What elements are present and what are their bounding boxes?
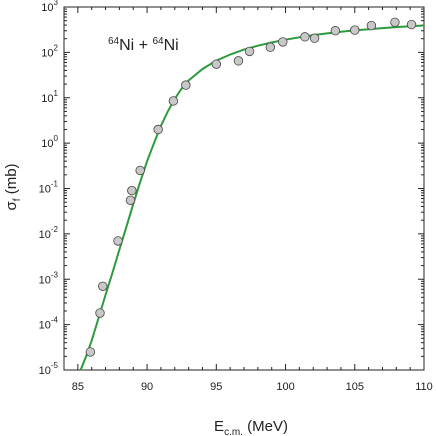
y-axis-title: σf (mb) xyxy=(3,163,23,210)
y-tick-label: 10-3 xyxy=(39,270,59,286)
fit-curve-group xyxy=(79,24,425,371)
data-point xyxy=(278,37,288,47)
data-point xyxy=(113,236,123,246)
y-title-sub: f xyxy=(12,198,23,201)
data-point xyxy=(406,19,417,30)
data-point xyxy=(233,56,244,66)
data-point xyxy=(244,46,255,57)
y-tick-label: 100 xyxy=(41,134,58,150)
y-tick-label: 10-4 xyxy=(39,316,59,332)
annotation-sup-2: 64 xyxy=(152,36,164,47)
x-axis-title: Ec.m. (MeV) xyxy=(214,418,288,436)
data-point xyxy=(127,185,137,196)
x-tick-label: 95 xyxy=(210,381,222,393)
data-point xyxy=(153,124,163,135)
data-point xyxy=(98,281,108,291)
data-point xyxy=(309,33,320,43)
annotation-sup-1: 64 xyxy=(108,36,120,47)
y-tick-label: 10-5 xyxy=(39,361,59,377)
data-point xyxy=(125,195,136,205)
data-point xyxy=(135,165,145,176)
plot-frame xyxy=(63,6,425,371)
x-axis: 85 90 95 100 105 110 xyxy=(63,7,433,393)
reaction-annotation: 64Ni + 64Ni xyxy=(108,36,179,54)
y-tick-label: 10-1 xyxy=(39,180,59,196)
data-point xyxy=(168,96,179,106)
data-point xyxy=(350,25,360,35)
x-tick-label: 110 xyxy=(415,381,433,393)
data-point xyxy=(330,26,341,36)
data-point xyxy=(95,308,105,318)
x-title-main: E xyxy=(214,418,224,435)
data-point xyxy=(211,59,222,69)
annotation-base-2: Ni xyxy=(164,37,179,54)
y-tick-label: 101 xyxy=(41,89,58,105)
data-point xyxy=(265,42,276,52)
x-tick-label: 105 xyxy=(346,381,364,393)
y-title-rest: (mb) xyxy=(3,163,20,198)
data-points xyxy=(85,17,417,357)
x-tick-label: 85 xyxy=(72,381,84,393)
x-title-sub: c.m. xyxy=(224,427,243,436)
plot-area: 85 90 95 100 105 110 10-510-410-310-210-11001… xyxy=(39,0,433,393)
x-tick-label: 100 xyxy=(276,381,294,393)
x-title-rest: (MeV) xyxy=(243,418,288,435)
data-point xyxy=(366,20,377,31)
fit-curve xyxy=(79,24,425,371)
annotation-base-1: Ni + xyxy=(119,37,152,54)
data-point xyxy=(300,32,310,42)
y-tick-label: 10-2 xyxy=(39,225,59,241)
x-tick-label: 90 xyxy=(141,381,153,393)
data-point xyxy=(85,347,96,357)
data-point xyxy=(181,80,191,90)
y-tick-label: 102 xyxy=(41,43,58,59)
y-tick-label: 103 xyxy=(41,0,58,14)
y-title-main: σ xyxy=(3,201,20,211)
data-point xyxy=(390,17,400,28)
y-axis: 10-5 10-4 10-3 10-2 10-1 100 101 102 103 xyxy=(39,0,424,377)
